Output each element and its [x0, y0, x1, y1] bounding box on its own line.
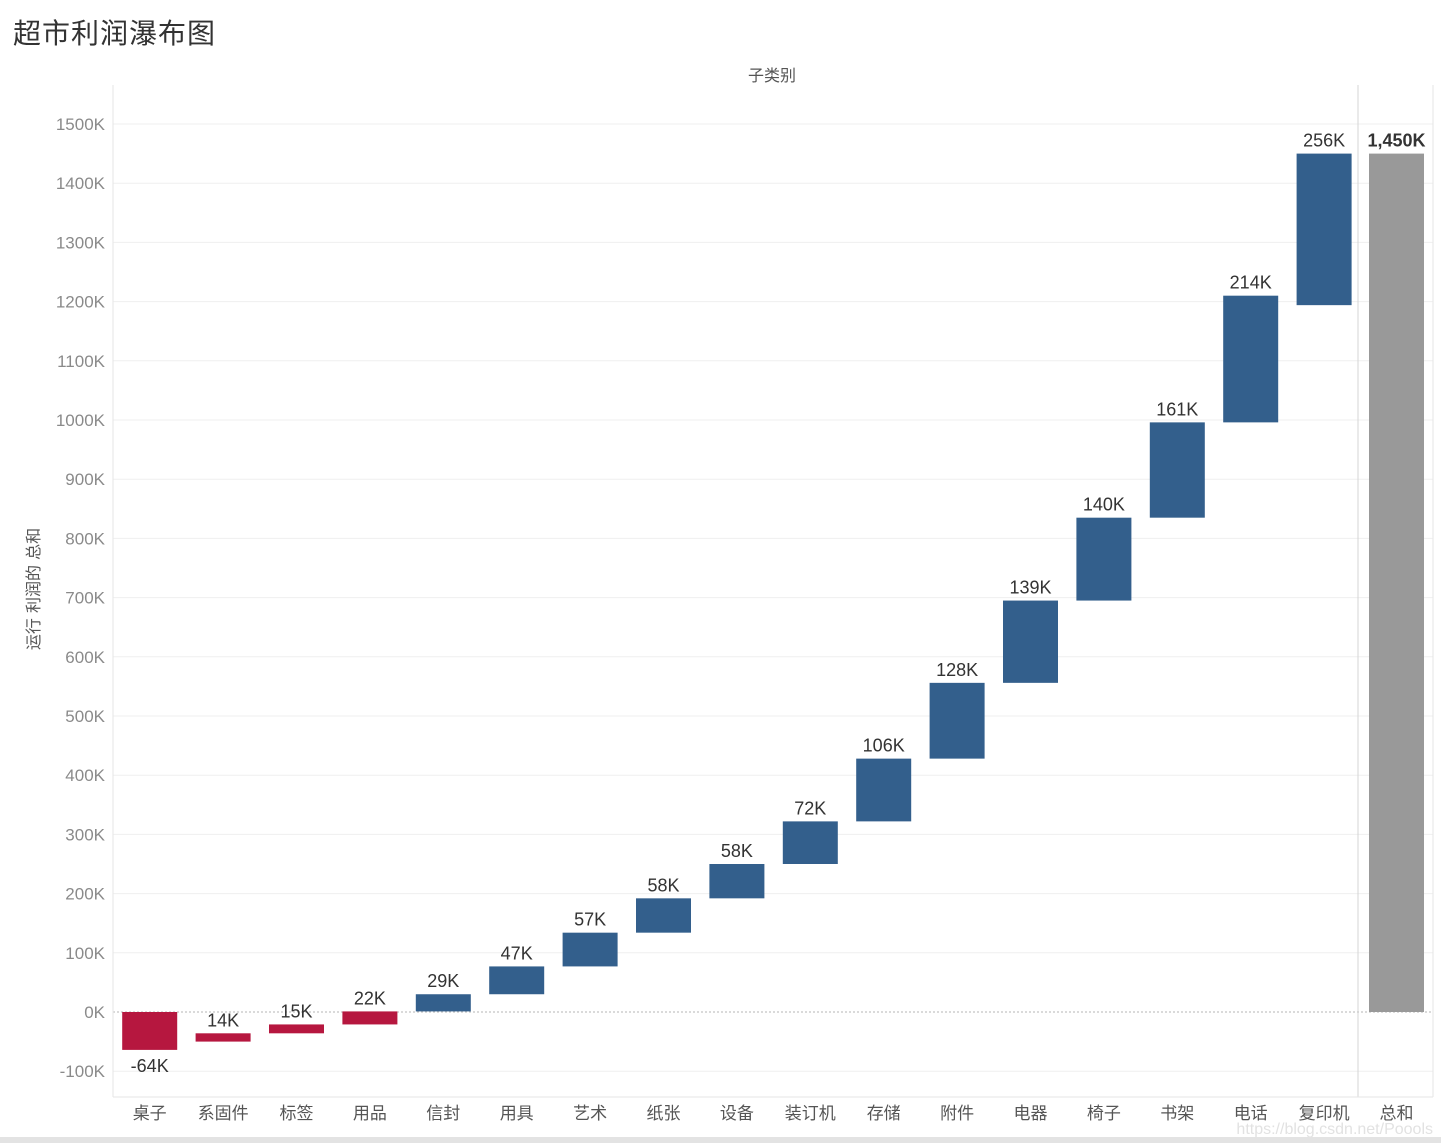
bar-value-label: 161K	[1156, 399, 1198, 419]
plot-frame	[112, 85, 1434, 1098]
y-tick-label: -100K	[60, 1062, 106, 1081]
y-tick-label: 1100K	[57, 352, 106, 371]
watermark: https://blog.csdn.net/Poools	[1236, 1121, 1433, 1138]
bar-value-label: 58K	[647, 875, 679, 895]
category-label: 电话	[1234, 1104, 1268, 1124]
y-tick-label: 1400K	[56, 174, 106, 193]
category-label: 附件	[940, 1104, 974, 1124]
y-tick-label: 1200K	[56, 293, 106, 312]
bar-value-label: 29K	[427, 971, 459, 991]
bar-value-label: 47K	[501, 943, 533, 963]
waterfall-bar	[489, 966, 545, 995]
waterfall-bar	[195, 1033, 251, 1042]
waterfall-bar	[1076, 517, 1132, 601]
waterfall-bar	[415, 994, 471, 1012]
bar-value-label: 57K	[574, 910, 606, 930]
bar-value-label: 72K	[794, 798, 826, 818]
page-title: 超市利润瀑布图	[13, 17, 217, 50]
category-label: 系固件	[198, 1104, 249, 1124]
category-label: 装订机	[785, 1104, 836, 1124]
y-tick-label: 800K	[65, 529, 105, 548]
y-tick-label: 600K	[65, 648, 105, 667]
y-tick-label: 300K	[65, 825, 105, 844]
category-label: 复印机	[1299, 1104, 1350, 1124]
category-label: 标签	[280, 1104, 314, 1124]
bar-value-label: 128K	[936, 660, 978, 680]
bar-value-label: 140K	[1083, 495, 1125, 515]
category-label: 存储	[867, 1104, 901, 1124]
waterfall-bar	[929, 682, 985, 759]
category-label: 纸张	[647, 1104, 681, 1124]
y-tick-label: 900K	[65, 470, 105, 489]
bar-value-label: -64K	[131, 1056, 169, 1076]
category-label: 用具	[500, 1104, 534, 1124]
bar-value-label: 22K	[354, 988, 386, 1008]
total-value-label: 1,450K	[1367, 131, 1425, 151]
y-axis-title: 运行 利润的 总和	[24, 528, 43, 650]
total-bar	[1369, 153, 1424, 1013]
category-label: 艺术	[573, 1104, 607, 1124]
bottom-border	[0, 1137, 1441, 1143]
waterfall-bar	[782, 821, 838, 864]
waterfall-bar	[709, 864, 765, 899]
waterfall-bar	[342, 1011, 398, 1025]
bar-value-label: 58K	[721, 841, 753, 861]
waterfall-bar	[856, 758, 912, 822]
bar-value-label: 214K	[1230, 273, 1272, 293]
bar-value-label: 139K	[1009, 578, 1051, 598]
waterfall-bar	[1003, 600, 1058, 683]
y-tick-label: 200K	[65, 885, 105, 904]
y-tick-label: 500K	[65, 707, 105, 726]
category-label: 设备	[720, 1104, 754, 1124]
column-header: 子类别	[748, 66, 796, 85]
y-tick-label: 700K	[65, 589, 105, 608]
gridlines	[113, 123, 1433, 1072]
bar-value-label: 15K	[280, 1001, 312, 1021]
category-label: 椅子	[1087, 1104, 1121, 1124]
waterfall-bar	[562, 932, 618, 967]
waterfall-bar	[1296, 153, 1352, 306]
y-tick-label: 1500K	[56, 115, 106, 134]
x-axis-categories: 桌子 系固件 标签 用品 信封 用具 艺术 纸张 设备 装订机 存储 附件 电器 椅子 书架 电话 复印机 总和	[133, 1104, 1414, 1124]
bar-value-label: 256K	[1303, 131, 1345, 151]
bar-value-label: 106K	[863, 736, 905, 756]
waterfall-bar	[122, 1012, 178, 1050]
waterfall-bar	[1149, 422, 1205, 518]
y-tick-label: 100K	[65, 944, 105, 963]
waterfall-bar	[1223, 295, 1279, 423]
waterfall-bar	[636, 898, 691, 933]
category-label: 桌子	[133, 1104, 167, 1124]
y-tick-label: 400K	[65, 766, 105, 785]
y-tick-label: 1000K	[56, 411, 106, 430]
category-label: 信封	[426, 1104, 460, 1124]
category-label: 电器	[1014, 1104, 1048, 1124]
waterfall-bar	[269, 1024, 324, 1034]
bar-value-label: 14K	[207, 1010, 239, 1030]
y-tick-label: 1300K	[56, 233, 106, 252]
category-label: 用品	[353, 1104, 387, 1124]
y-tick-label: 0K	[84, 1003, 105, 1022]
data-labels: -64K 14K 15K 22K 29K 47K 57K 58K 58K 72K 106K 128K 1…	[131, 131, 1426, 1076]
total-category-label: 总和	[1380, 1104, 1414, 1124]
category-label: 书架	[1160, 1104, 1194, 1124]
bars	[122, 153, 1424, 1050]
y-axis-ticks: -100K 0K 100K 200K 300K 400K 500K 600K 700K 800K 9…	[56, 115, 106, 1081]
